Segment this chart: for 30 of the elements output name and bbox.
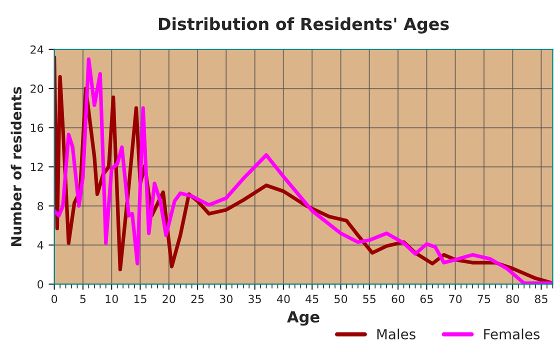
x-tick-label: 85 [534,294,548,304]
x-tick-label: 10 [106,294,118,304]
x-axis-title: Age [287,311,320,326]
y-tick-label: 24 [30,45,44,54]
y-tick-label: 12 [30,162,43,172]
x-tick-label: 0 [52,294,58,304]
x-tick-label: 50 [334,294,348,304]
x-tick-label: 25 [191,294,204,304]
y-tick-label: 20 [30,84,44,93]
x-tick-label: 5 [80,294,86,304]
x-tick-label: 40 [276,294,290,304]
x-tick-label: 65 [420,294,433,304]
x-tick-label: 45 [306,294,318,304]
x-tick-label: 55 [363,294,376,304]
y-tick-label: 16 [30,124,44,132]
x-tick-label: 30 [220,294,233,304]
x-tick-label: 35 [248,294,261,304]
x-tick-label: 15 [134,294,146,304]
y-tick-label: 8 [38,202,44,210]
x-tick-label: 75 [478,294,490,304]
x-tick-label: 70 [449,294,462,304]
chart-title: Distribution of Residents' Ages [158,17,449,34]
y-axis-title: Number of residents [10,87,22,246]
y-tick-label: 4 [37,241,44,250]
legend-label: Males [377,328,416,340]
legend-label: Females [484,328,540,340]
x-tick-label: 20 [162,294,176,304]
x-tick-label: 60 [392,294,404,304]
x-tick-label: 80 [506,294,519,304]
y-tick-label: 0 [38,280,44,289]
